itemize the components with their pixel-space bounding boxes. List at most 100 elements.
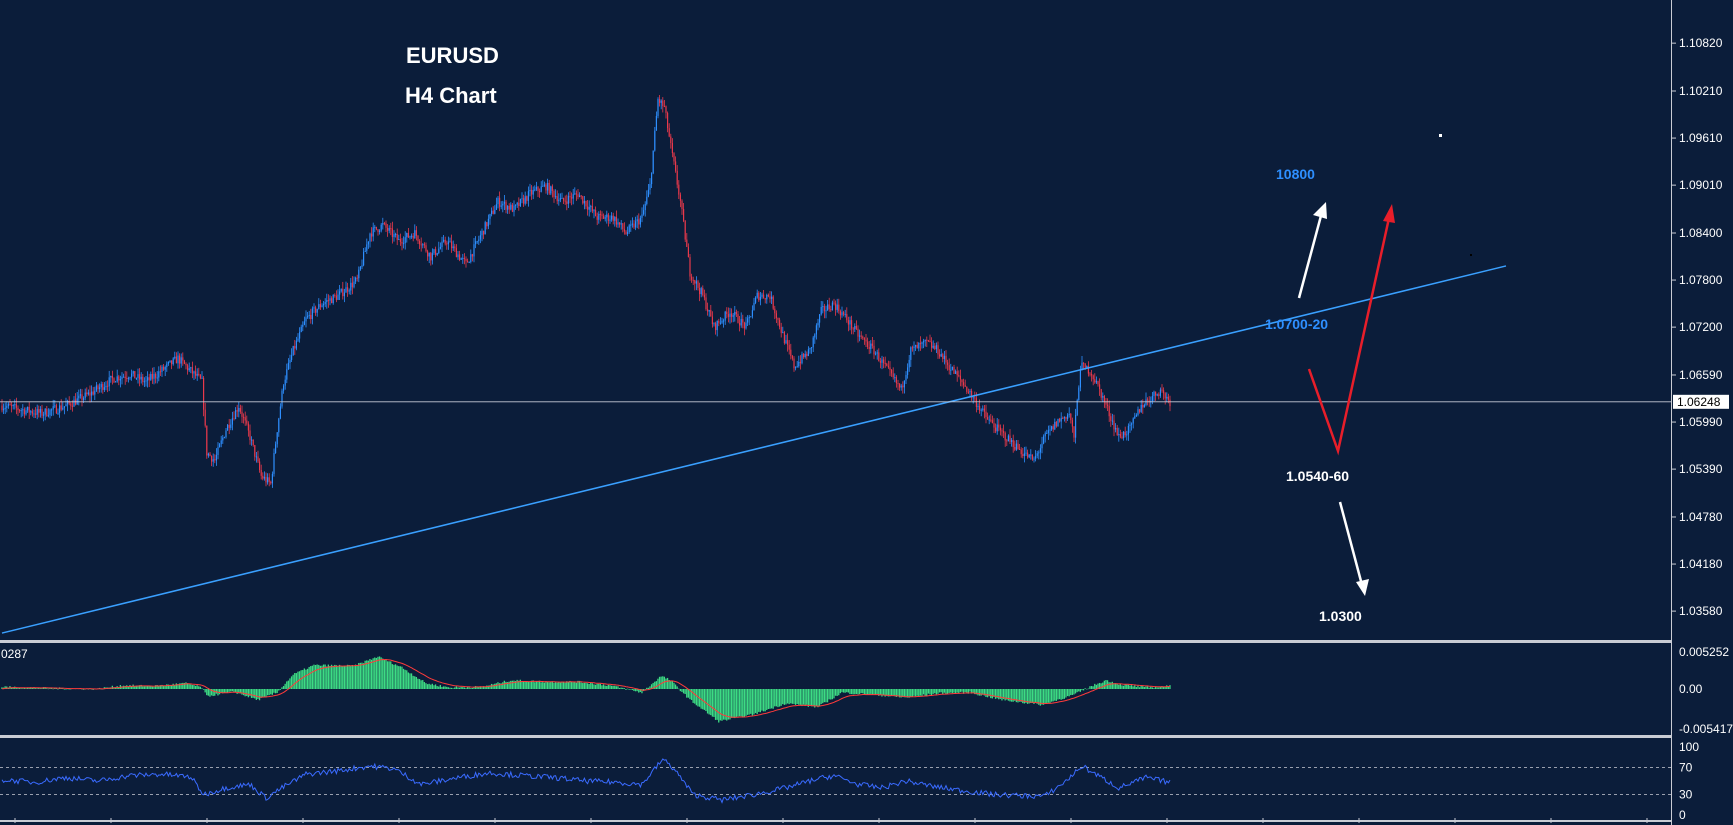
candle-body (892, 373, 894, 378)
candle-body (843, 312, 845, 315)
candle-body (1108, 406, 1110, 417)
candle-body (142, 376, 144, 382)
macd-bar (218, 689, 221, 695)
macd-bar (249, 689, 251, 697)
candle-body (435, 249, 437, 255)
candle-body (318, 304, 320, 309)
candle-body (1134, 416, 1136, 419)
candle-body (107, 385, 109, 387)
candle-body (963, 382, 965, 386)
candle-body (103, 387, 105, 390)
candle-body (811, 347, 813, 349)
candle-body (385, 223, 387, 228)
candle-body (937, 345, 939, 355)
candle-body (500, 205, 502, 207)
macd-bar (951, 689, 953, 694)
candle-body (1036, 453, 1038, 456)
macd-bar (993, 689, 995, 697)
macd-bar (772, 689, 774, 709)
candle-body (1169, 399, 1171, 407)
candle-body (695, 281, 697, 284)
candle-body (374, 226, 376, 228)
candle-body (1140, 405, 1142, 412)
macd-bar (330, 664, 333, 689)
candle-body (268, 477, 270, 482)
macd-bar (726, 689, 728, 721)
macd-bar (313, 664, 315, 689)
macd-bar (1058, 689, 1061, 700)
candle-body (1071, 420, 1073, 427)
candle-body (1129, 424, 1131, 426)
macd-bar (881, 689, 883, 697)
macd-bar (326, 666, 328, 689)
macd-bar (919, 689, 921, 696)
macd-bar (626, 688, 629, 690)
macd-bar (814, 689, 816, 708)
candle-body (764, 298, 766, 300)
macd-bar (551, 681, 553, 689)
macd-bar (1154, 686, 1157, 689)
candle-body (443, 239, 445, 242)
macd-bar (753, 689, 755, 715)
macd-bar (345, 665, 347, 689)
candle-body (502, 203, 504, 206)
macd-bar (430, 684, 432, 689)
macd-bar (370, 659, 373, 689)
candle-body (969, 390, 971, 393)
macd-bar (665, 678, 667, 689)
candle-body (782, 332, 784, 334)
candle-body (1142, 405, 1144, 408)
candle-body (849, 320, 851, 325)
macd-bar (498, 683, 501, 689)
macd-bar (1089, 686, 1091, 689)
macd-bar (222, 689, 224, 694)
macd-bar (258, 689, 261, 701)
candle-body (553, 190, 555, 197)
candle-body (940, 354, 942, 357)
candle-body (579, 195, 581, 197)
candle-body (934, 345, 936, 350)
candle-body (487, 218, 489, 227)
candle-body (78, 395, 80, 399)
macd-bar (282, 686, 285, 689)
stray-dot-dark (1470, 254, 1472, 256)
macd-bar (50, 688, 53, 689)
candle-body (539, 191, 541, 193)
candle-body (311, 308, 313, 320)
macd-bar (1113, 683, 1115, 689)
macd-bar (865, 689, 867, 695)
candle-body (355, 277, 357, 282)
candle-body (185, 363, 187, 366)
candle-body (139, 374, 141, 380)
candle-body (1047, 430, 1049, 433)
candle-body (291, 355, 293, 360)
candle-body (1078, 387, 1080, 401)
candle-body (119, 378, 121, 381)
macd-bar (742, 689, 744, 718)
macd-bar (586, 683, 589, 689)
candle-body (998, 424, 1000, 428)
macd-bar (153, 686, 155, 689)
candle-body (932, 345, 934, 348)
macd-bar (358, 662, 360, 689)
macd-bar (442, 686, 445, 689)
macd-bar (1143, 687, 1145, 689)
candle-body (879, 361, 881, 363)
macd-bar (666, 677, 669, 689)
candle-body (531, 189, 533, 195)
macd-bar (650, 684, 653, 689)
candle-body (982, 408, 984, 410)
macd-bar (444, 686, 446, 689)
candle-body (270, 481, 272, 484)
candle-body (835, 303, 837, 310)
candle-body (702, 288, 704, 296)
macd-bar (974, 689, 976, 695)
candle-body (115, 381, 117, 383)
macd-bar (756, 689, 758, 715)
candle-body (161, 366, 163, 372)
candle-body (283, 385, 285, 391)
macd-bar (690, 689, 693, 700)
candle-body (854, 325, 856, 330)
candle-body (1145, 399, 1147, 406)
macd-bar (511, 680, 513, 689)
